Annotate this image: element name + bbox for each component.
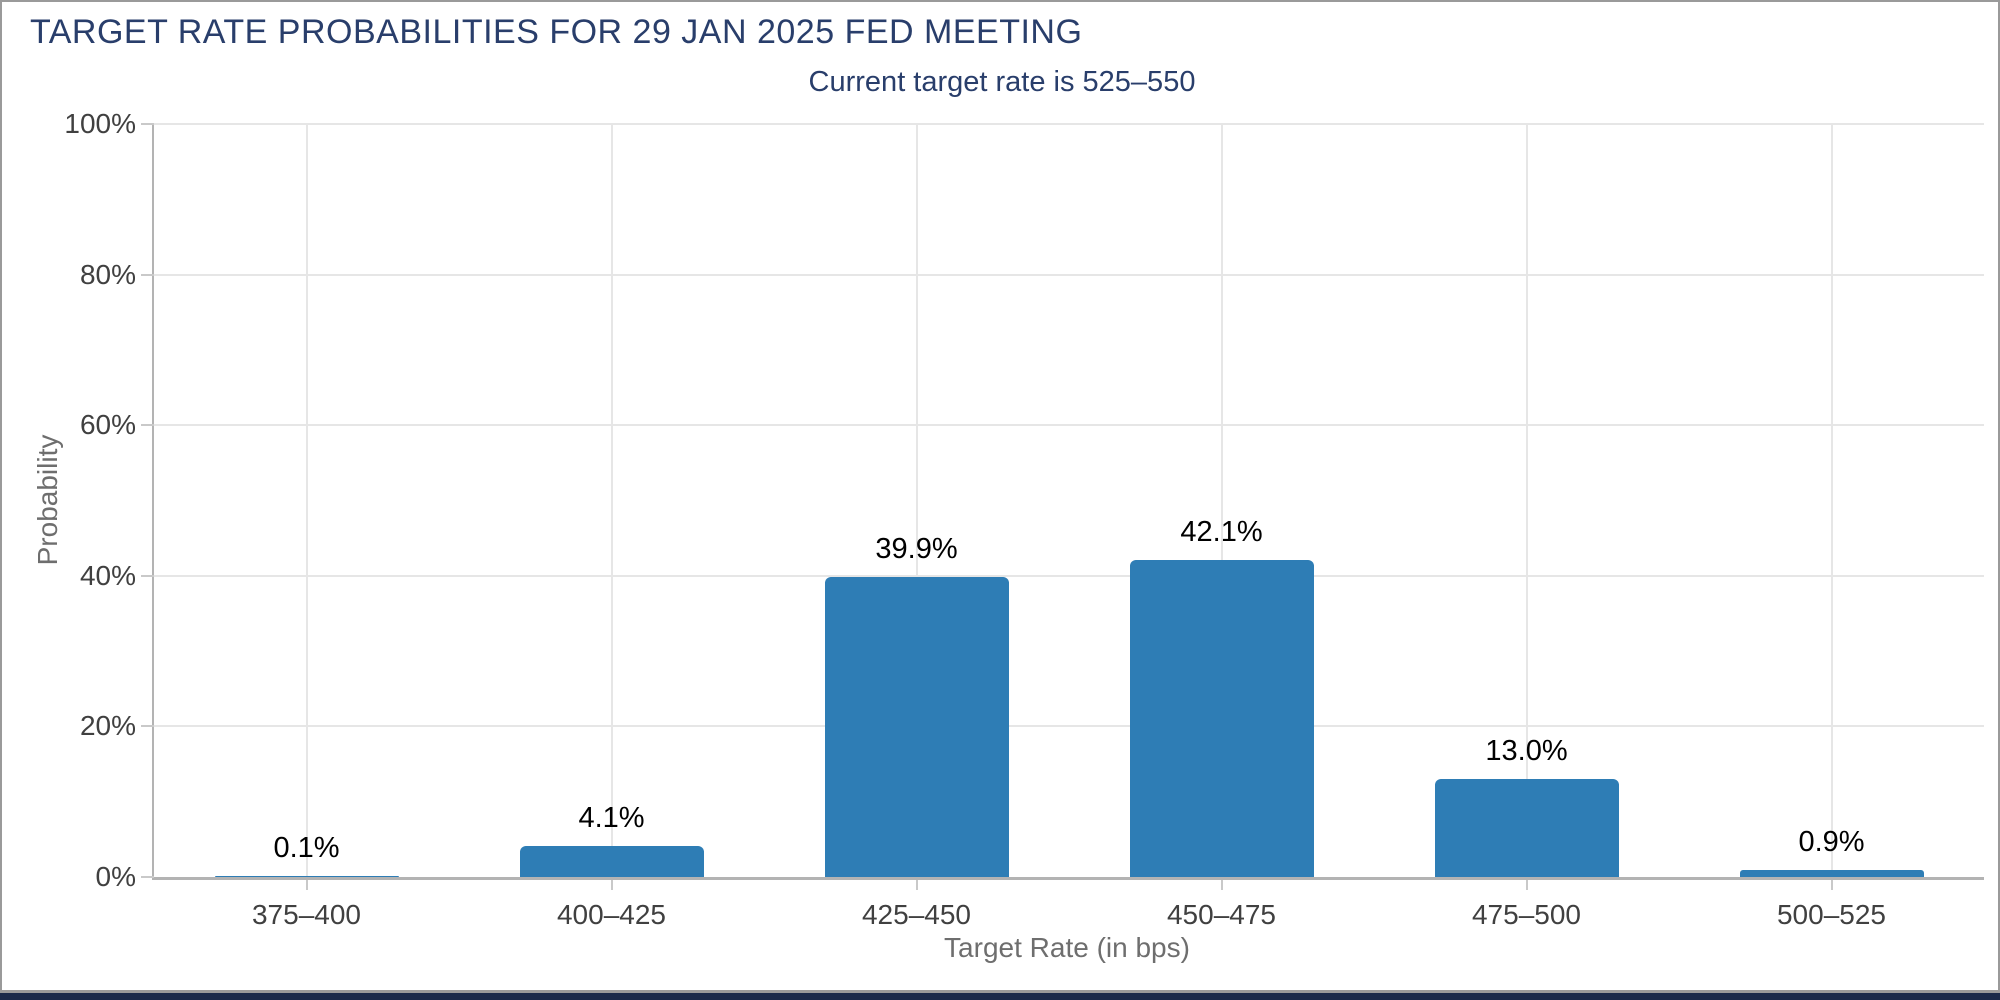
y-tick-mark — [141, 123, 154, 125]
y-tick-mark — [141, 725, 154, 728]
chart-subtitle: Current target rate is 525–550 — [808, 66, 1196, 98]
x-tick-label: 375–400 — [251, 899, 361, 930]
horizontal-gridline — [154, 424, 1984, 427]
y-tick-label: 40% — [79, 559, 136, 591]
y-tick-label: 0% — [95, 861, 136, 892]
x-tick-mark — [1830, 880, 1833, 890]
vertical-gridline — [610, 124, 613, 877]
panel-bottom-border — [0, 990, 2000, 993]
footer-strip — [0, 993, 2000, 1000]
probability-bar[interactable] — [1739, 870, 1924, 877]
vertical-gridline — [915, 124, 918, 877]
category-slot: 42.1% 450–475 — [1069, 124, 1374, 930]
probability-bar[interactable] — [214, 876, 399, 877]
bar-value-label: 0.1% — [273, 832, 340, 864]
x-tick-mark — [915, 880, 918, 890]
horizontal-gridline — [154, 123, 1984, 125]
x-tick-label: 400–425 — [556, 899, 666, 930]
category-slot: 0.9% 500–525 — [1679, 124, 1984, 930]
vertical-gridline — [1220, 124, 1223, 877]
x-tick-label: 475–500 — [1471, 899, 1581, 930]
x-tick-mark — [1220, 880, 1223, 890]
y-tick-mark — [141, 574, 154, 577]
probability-bar[interactable] — [1129, 560, 1314, 877]
bar-value-label: 13.0% — [1485, 735, 1568, 767]
vertical-gridline — [1830, 124, 1833, 877]
probability-bar[interactable] — [824, 577, 1009, 877]
x-axis-title: Target Rate (in bps) — [944, 932, 1190, 963]
x-tick-mark — [610, 880, 613, 890]
y-tick-label: 60% — [79, 409, 136, 441]
horizontal-gridline — [154, 574, 1984, 577]
x-tick-label: 425–450 — [861, 899, 971, 930]
y-tick-mark — [141, 876, 154, 878]
y-axis-title: Probability — [32, 434, 63, 566]
y-tick-label: 20% — [79, 710, 136, 742]
probability-bar[interactable] — [519, 846, 704, 877]
vertical-gridline — [305, 124, 308, 877]
x-tick-mark — [1525, 880, 1528, 890]
bar-value-label: 0.9% — [1798, 826, 1865, 858]
bar-value-label: 4.1% — [578, 802, 645, 834]
category-slot: 4.1% 400–425 — [459, 124, 764, 930]
y-tick-label: 80% — [79, 258, 136, 290]
horizontal-gridline — [154, 273, 1984, 276]
category-slot: 39.9% 425–450 — [764, 124, 1069, 930]
y-tick-label: 100% — [64, 108, 136, 139]
vertical-gridline — [1525, 124, 1528, 877]
bar-value-label: 39.9% — [875, 533, 958, 565]
bar-value-label: 42.1% — [1180, 516, 1263, 548]
category-slot: 13.0% 475–500 — [1374, 124, 1679, 930]
probability-bar[interactable] — [1434, 779, 1619, 877]
y-tick-mark — [141, 424, 154, 427]
x-tick-label: 500–525 — [1776, 899, 1886, 930]
category-slot: 0.1% 375–400 — [154, 124, 459, 930]
x-tick-label: 450–475 — [1166, 899, 1276, 930]
horizontal-gridline — [154, 725, 1984, 728]
x-tick-mark — [305, 880, 308, 890]
y-tick-mark — [141, 273, 154, 276]
plot-area: 0% 20% 40% 60% 80% 100% 0.1% 375–400 4.1% 400–425… — [64, 108, 1984, 930]
chart-title: TARGET RATE PROBABILITIES FOR 29 JAN 202… — [30, 13, 1083, 51]
